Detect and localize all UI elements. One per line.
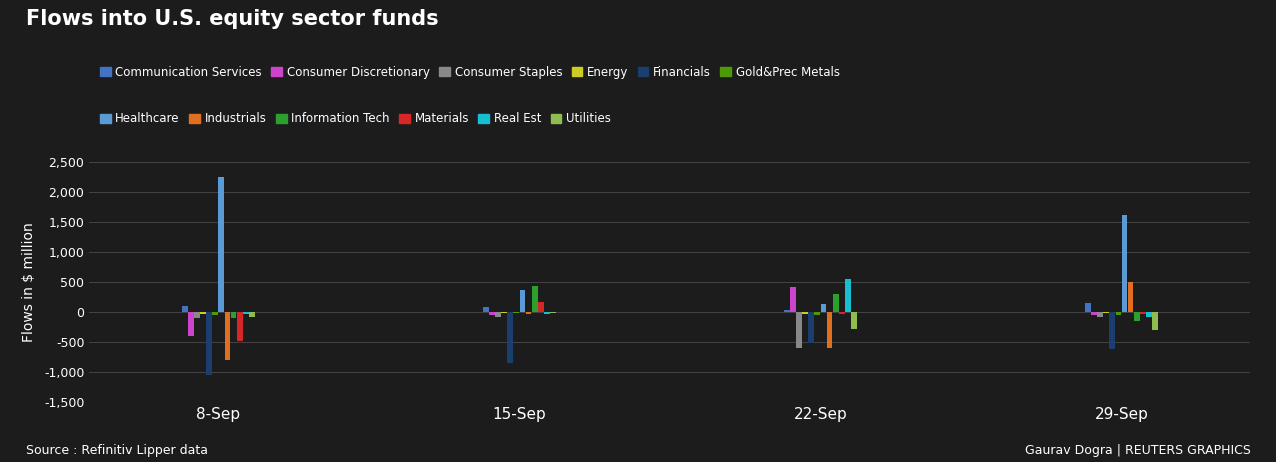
Bar: [218, 177, 225, 312]
Bar: [188, 312, 194, 336]
Bar: [1085, 303, 1091, 312]
Bar: [526, 312, 531, 314]
Bar: [225, 312, 231, 360]
Bar: [1109, 312, 1115, 349]
Y-axis label: Flows in $ million: Flows in $ million: [22, 222, 36, 342]
Bar: [809, 312, 814, 343]
Bar: [1134, 312, 1139, 322]
Bar: [803, 312, 808, 314]
Bar: [783, 310, 790, 312]
Text: Source : Refinitiv Lipper data: Source : Refinitiv Lipper data: [26, 444, 208, 457]
Bar: [508, 312, 513, 363]
Bar: [1097, 312, 1102, 316]
Bar: [550, 312, 556, 313]
Bar: [537, 302, 544, 312]
Bar: [194, 312, 200, 318]
Bar: [544, 312, 550, 314]
Bar: [1139, 312, 1146, 314]
Bar: [489, 312, 495, 315]
Bar: [790, 286, 796, 312]
Bar: [231, 312, 236, 318]
Bar: [207, 312, 212, 375]
Bar: [1122, 214, 1128, 312]
Bar: [851, 312, 856, 329]
Text: Flows into U.S. equity sector funds: Flows into U.S. equity sector funds: [26, 9, 438, 29]
Bar: [1152, 312, 1157, 330]
Legend: Communication Services, Consumer Discretionary, Consumer Staples, Energy, Financ: Communication Services, Consumer Discret…: [96, 61, 845, 84]
Bar: [200, 312, 205, 314]
Bar: [212, 312, 218, 316]
Bar: [1128, 282, 1133, 312]
Bar: [237, 312, 242, 340]
Bar: [532, 286, 537, 312]
Bar: [182, 306, 188, 312]
Bar: [838, 312, 845, 314]
Bar: [814, 312, 820, 315]
Bar: [1146, 312, 1152, 316]
Bar: [1115, 312, 1122, 315]
Bar: [827, 312, 832, 348]
Bar: [484, 307, 489, 312]
Legend: Healthcare, Industrials, Information Tech, Materials, Real Est, Utilities: Healthcare, Industrials, Information Tec…: [96, 108, 616, 130]
Bar: [845, 280, 851, 312]
Text: Gaurav Dogra | REUTERS GRAPHICS: Gaurav Dogra | REUTERS GRAPHICS: [1025, 444, 1250, 457]
Bar: [519, 290, 526, 312]
Bar: [796, 312, 803, 348]
Bar: [242, 312, 249, 314]
Bar: [513, 312, 519, 313]
Bar: [820, 304, 827, 312]
Bar: [501, 312, 507, 313]
Bar: [495, 312, 501, 316]
Bar: [833, 294, 838, 312]
Bar: [249, 312, 255, 316]
Bar: [1091, 312, 1097, 315]
Bar: [1104, 312, 1109, 313]
